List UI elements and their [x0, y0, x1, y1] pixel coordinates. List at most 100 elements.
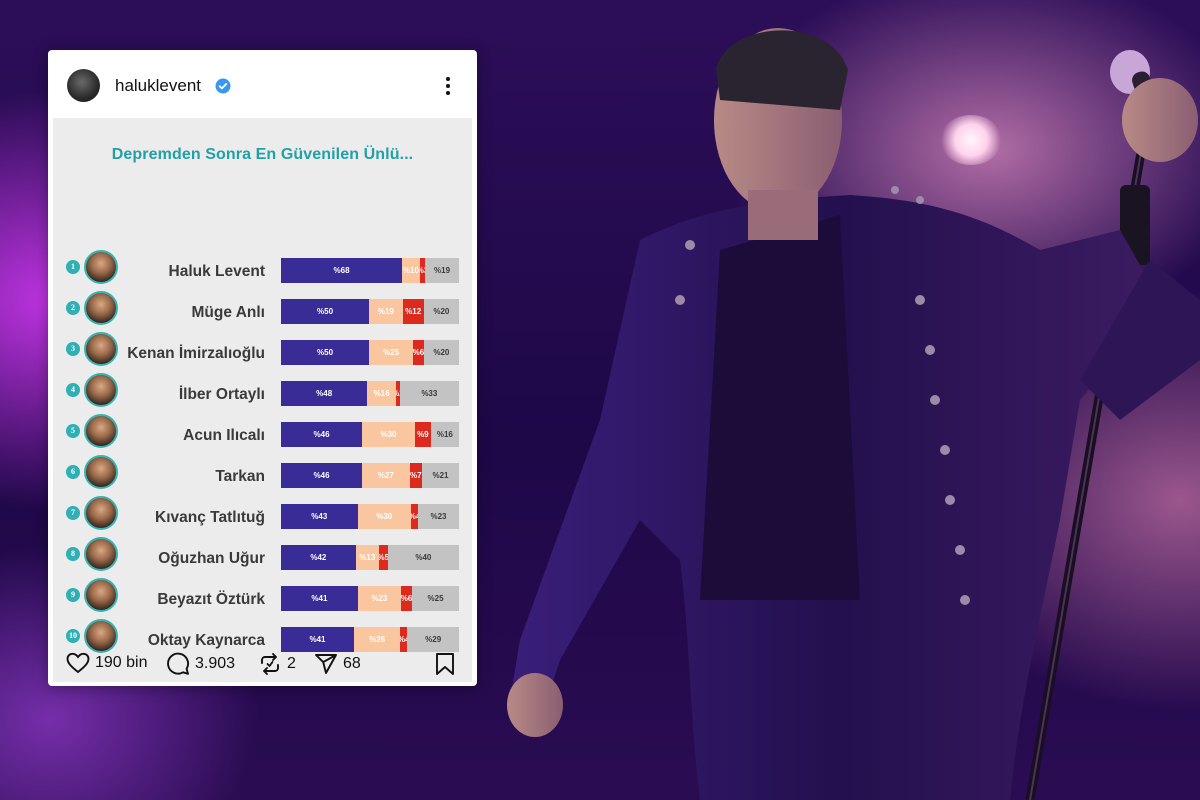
- bar-segment: %19: [425, 258, 459, 283]
- username[interactable]: haluklevent: [115, 76, 202, 95]
- bar-segment: %50: [281, 340, 370, 365]
- celebrity-name: Kenan İmirzalıoğlu: [127, 345, 265, 362]
- bar-segment: %12: [402, 299, 424, 324]
- bar-segment: %25: [412, 586, 459, 611]
- ranking-row: 6 Tarkan %46 %27 %7 %21: [53, 453, 472, 493]
- bar-segment: %20: [423, 340, 459, 365]
- bar-segment: %16: [367, 381, 397, 406]
- ranking-row: 3 Kenan İmirzalıoğlu %50 %25 %6 %20: [53, 330, 472, 370]
- bar-segment: %30: [362, 422, 415, 447]
- celebrity-name: Oktay Kaynarca: [147, 632, 265, 649]
- bar-segment: %2: [396, 381, 400, 406]
- trust-bar: %48%16%2%33: [281, 381, 459, 406]
- rank-number: 1: [66, 260, 80, 274]
- bar-segment: %10: [402, 258, 420, 283]
- rank-number: 5: [66, 424, 80, 438]
- trust-bar: %43%30%4%23: [281, 504, 459, 529]
- bar-segment: %30: [357, 504, 411, 529]
- ranking-row: 9 Beyazıt Öztürk %41 %23 %6 %25: [53, 576, 472, 616]
- bar-segment: %33: [399, 381, 459, 406]
- comment-count: 3.903: [195, 655, 236, 672]
- celebrity-photo: [84, 455, 118, 489]
- rank-number: 4: [66, 383, 80, 397]
- like-button[interactable]: 190 bin: [66, 652, 148, 674]
- celebrity-name: İlber Ortaylı: [178, 386, 265, 403]
- bar-segment: %41: [281, 586, 358, 611]
- trust-bar: %46 %27 %7 %21: [281, 463, 459, 488]
- bar-segment: %40: [387, 545, 459, 570]
- celebrity-photo: [84, 619, 118, 653]
- bar-segment: %43: [281, 504, 358, 529]
- celebrity-photo: [84, 291, 118, 325]
- trust-bar: %41%26%4%29: [281, 627, 459, 652]
- rank-number: 6: [66, 465, 80, 479]
- bar-segment: %13: [355, 545, 379, 570]
- celebrity-name: Acun Ilıcalı: [183, 427, 265, 444]
- bar-segment: %41: [281, 627, 354, 652]
- bar-segment: %68: [281, 258, 403, 283]
- trust-bar: %50 %25 %6 %20: [281, 340, 459, 365]
- bar-segment: %9: [414, 422, 431, 447]
- repost-count: 2: [287, 655, 296, 672]
- bookmark-icon: [436, 653, 454, 675]
- bar-segment: %5: [378, 545, 388, 570]
- celebrity-name: Beyazıt Öztürk: [157, 591, 265, 608]
- bar-segment: %19: [369, 299, 403, 324]
- post-image[interactable]: Depremden Sonra En Güvenilen Ünlü... 1 Ha…: [53, 118, 472, 682]
- ranking-row: 4 İlber Ortaylı %48%16%2%33: [53, 371, 472, 411]
- bar-segment: %29: [407, 627, 459, 652]
- share-count: 68: [343, 655, 361, 672]
- celebrity-photo: [84, 414, 118, 448]
- trust-bar: %46 %30 %9 %16: [281, 422, 459, 447]
- heart-icon: [66, 652, 90, 674]
- trust-bar: %68%10%3%19: [281, 258, 459, 283]
- bar-segment: %27: [362, 463, 410, 488]
- celebrity-name: Kıvanç Tatlıtuğ: [155, 509, 265, 526]
- more-options-icon[interactable]: [438, 75, 458, 97]
- repost-button[interactable]: 2: [258, 652, 296, 676]
- bar-segment: %46: [281, 422, 363, 447]
- repost-icon: [261, 653, 279, 675]
- celebrity-name: Tarkan: [215, 468, 265, 485]
- share-button[interactable]: 68: [314, 652, 361, 676]
- bar-segment: %20: [423, 299, 459, 324]
- comment-icon: [167, 652, 189, 675]
- ranking-row: 7 Kıvanç Tatlıtuğ %43%30%4%23: [53, 494, 472, 534]
- bar-segment: %7: [409, 463, 422, 488]
- rank-number: 8: [66, 547, 80, 561]
- bar-segment: %26: [353, 627, 401, 652]
- celebrity-photo: [84, 578, 118, 612]
- bar-segment: %48: [281, 381, 368, 406]
- ranking-row: 2 Müge Anlı %50 %19 %12 %20: [53, 289, 472, 329]
- profile-avatar[interactable]: [67, 69, 100, 102]
- bar-segment: %23: [357, 586, 401, 611]
- comment-button[interactable]: 3.903: [166, 652, 235, 676]
- bar-segment: %46: [281, 463, 363, 488]
- bar-segment: %6: [413, 340, 424, 365]
- post-header: haluklevent: [48, 50, 477, 118]
- celebrity-name: Haluk Levent: [168, 263, 265, 280]
- bar-segment: %3: [419, 258, 426, 283]
- post-actions: 190 bin 3.903 2 68: [48, 648, 477, 678]
- rank-number: 10: [66, 629, 80, 643]
- celebrity-photo: [84, 537, 118, 571]
- ranking-row: 1 Haluk Levent %68%10%3%19: [53, 248, 472, 288]
- stage-light: [940, 115, 1002, 165]
- trust-bar: %42%13%5%40: [281, 545, 459, 570]
- ranking-row: 10 Oktay Kaynarca %41%26%4%29: [53, 617, 472, 657]
- celebrity-photo: [84, 332, 118, 366]
- rank-number: 7: [66, 506, 80, 520]
- verified-badge-icon: [215, 78, 231, 94]
- bar-segment: %21: [421, 463, 459, 488]
- like-count: 190 bin: [95, 654, 148, 671]
- celebrity-photo: [84, 373, 118, 407]
- celebrity-name: Müge Anlı: [191, 304, 265, 321]
- save-button[interactable]: [434, 652, 456, 676]
- trust-bar: %41 %23 %6 %25: [281, 586, 459, 611]
- bar-segment: %4: [410, 504, 419, 529]
- post-title: Depremden Sonra En Güvenilen Ünlü...: [111, 146, 414, 163]
- celebrity-name: Oğuzhan Uğur: [158, 550, 265, 567]
- trust-bar: %50 %19 %12 %20: [281, 299, 459, 324]
